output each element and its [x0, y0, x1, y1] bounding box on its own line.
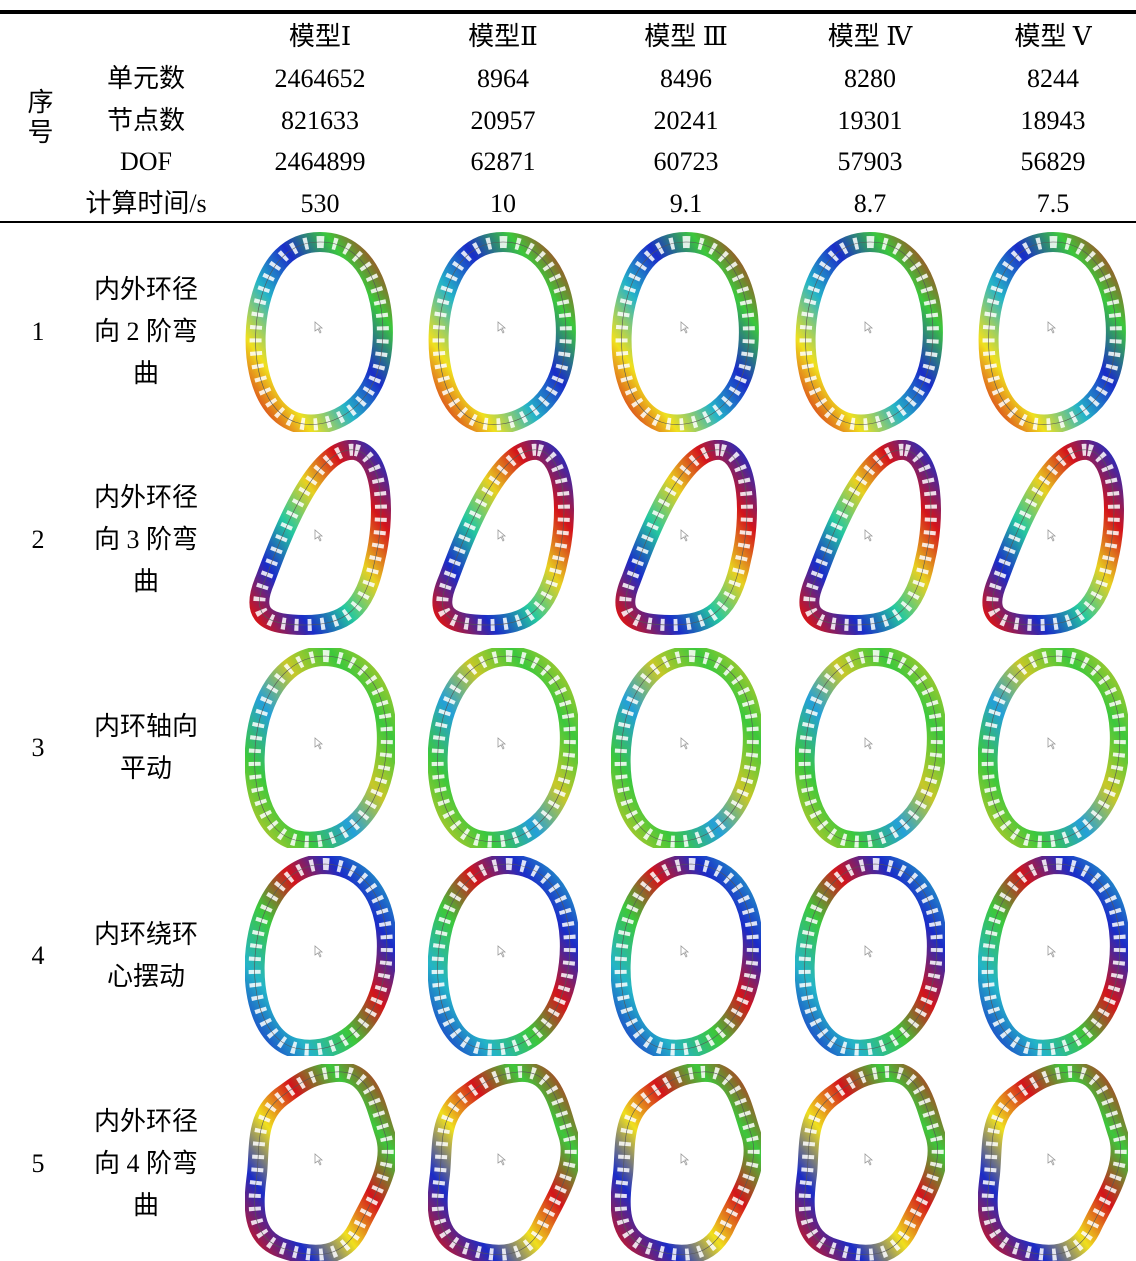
stat-label: 节点数: [107, 100, 185, 142]
stat-value: 8964: [477, 58, 529, 100]
mode-number: 3: [32, 727, 45, 769]
stat-value: 19301: [838, 100, 903, 142]
stat-value: 57903: [838, 141, 903, 183]
mode-shape-image: [611, 648, 761, 848]
mode-description: 内环轴向平动: [90, 706, 202, 790]
mode-shape-image: [978, 440, 1128, 640]
mode-shape-image: [978, 1064, 1128, 1261]
stat-value: 10: [490, 183, 516, 225]
mode-number: 4: [32, 935, 45, 977]
model-header: 模型 Ⅲ: [644, 16, 728, 58]
stat-value: 2464652: [275, 58, 366, 100]
row-label-header: 序号: [23, 88, 53, 148]
top-rule: [0, 10, 1136, 14]
mode-shape-image: [428, 232, 578, 432]
model-header: 模型Ⅰ: [289, 16, 351, 58]
stat-value: 18943: [1021, 100, 1086, 142]
stat-value: 821633: [281, 100, 359, 142]
mode-shape-image: [795, 440, 945, 640]
mode-description: 内外环径向 4 阶弯曲: [90, 1101, 202, 1227]
mode-shape-image: [611, 1064, 761, 1261]
mode-shape-image: [611, 232, 761, 432]
table-page: 序号 模型Ⅰ 模型Ⅱ 模型 Ⅲ 模型 Ⅳ 模型 Ⅴ 单元数 2464652 8964 8496 82…: [0, 0, 1136, 1261]
mode-shape-image: [245, 856, 395, 1056]
mode-shape-image: [978, 856, 1128, 1056]
mode-shape-image: [978, 232, 1128, 432]
mode-number: 5: [32, 1143, 45, 1185]
stat-value: 7.5: [1037, 183, 1070, 225]
stat-value: 20957: [471, 100, 536, 142]
mode-shape-image: [795, 648, 945, 848]
model-header: 模型 Ⅳ: [828, 16, 912, 58]
mode-shape-image: [611, 856, 761, 1056]
mode-description: 内环绕环心摆动: [90, 914, 202, 998]
mode-shape-image: [428, 1064, 578, 1261]
mode-shape-image: [978, 648, 1128, 848]
mode-shape-image: [245, 648, 395, 848]
mode-shape-image: [428, 648, 578, 848]
stat-value: 62871: [471, 141, 536, 183]
model-header: 模型Ⅱ: [468, 16, 538, 58]
stat-value: 530: [301, 183, 340, 225]
model-header: 模型 Ⅴ: [1014, 16, 1091, 58]
mode-shape-image: [795, 856, 945, 1056]
stat-label: DOF: [120, 141, 172, 183]
stat-value: 60723: [654, 141, 719, 183]
stat-label: 单元数: [107, 58, 185, 100]
stat-value: 2464899: [275, 141, 366, 183]
stat-value: 8.7: [854, 183, 887, 225]
mode-shape-image: [611, 440, 761, 640]
stat-value: 8244: [1027, 58, 1079, 100]
mode-number: 1: [32, 311, 45, 353]
mode-shape-image: [428, 440, 578, 640]
stat-value: 56829: [1021, 141, 1086, 183]
mode-shape-image: [245, 1064, 395, 1261]
mode-shape-image: [795, 1064, 945, 1261]
stat-value: 8280: [844, 58, 896, 100]
stat-value: 9.1: [670, 183, 703, 225]
mode-shape-image: [795, 232, 945, 432]
stat-value: 8496: [660, 58, 712, 100]
stat-label: 计算时间/s: [85, 183, 206, 225]
mode-shape-image: [245, 232, 395, 432]
mode-number: 2: [32, 519, 45, 561]
stat-value: 20241: [654, 100, 719, 142]
mode-description: 内外环径向 2 阶弯曲: [90, 269, 202, 395]
mode-shape-image: [245, 440, 395, 640]
mode-description: 内外环径向 3 阶弯曲: [90, 477, 202, 603]
mode-shape-image: [428, 856, 578, 1056]
